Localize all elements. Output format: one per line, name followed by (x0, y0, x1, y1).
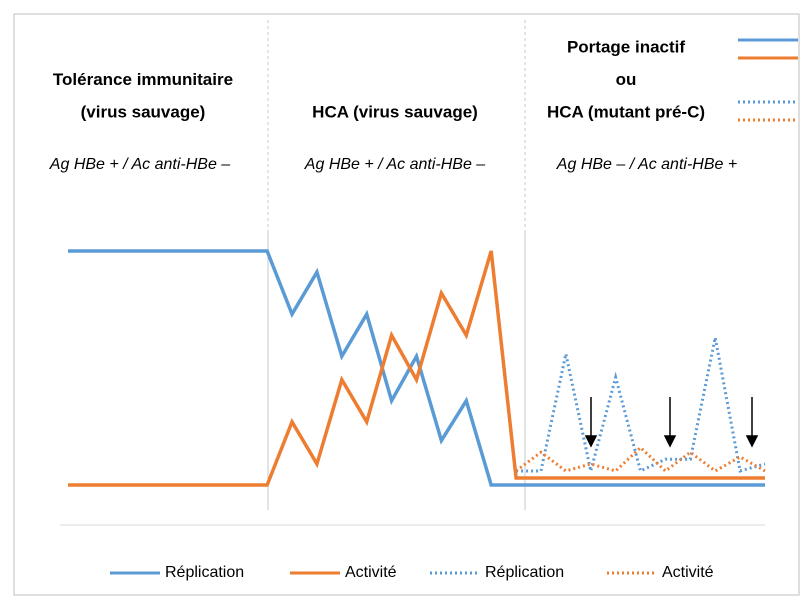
phase-title: HCA (virus sauvage) (312, 102, 478, 121)
phase-title: Portage inactif (567, 37, 685, 56)
phase-subtitle: Ag HBe + / Ac anti-HBe – (304, 156, 485, 173)
series-line (68, 249, 765, 487)
series-line (515, 445, 766, 473)
phase-title: Tolérance immunitaire (53, 70, 233, 89)
phase-title: HCA (mutant pré-C) (547, 102, 705, 121)
series-line (68, 250, 765, 487)
legend-label: Activité (662, 564, 714, 581)
frame (13, 13, 800, 596)
phase-subtitle: Ag HBe – / Ac anti-HBe + (556, 156, 737, 173)
legend-label: Réplication (165, 564, 244, 581)
phase-subtitle: Ag HBe + / Ac anti-HBe – (49, 156, 230, 173)
phase-title: ou (616, 70, 637, 89)
arrows (584, 397, 759, 448)
legend-label: Réplication (485, 564, 564, 581)
phase-title: (virus sauvage) (81, 102, 206, 121)
legend-label: Activité (345, 564, 397, 581)
